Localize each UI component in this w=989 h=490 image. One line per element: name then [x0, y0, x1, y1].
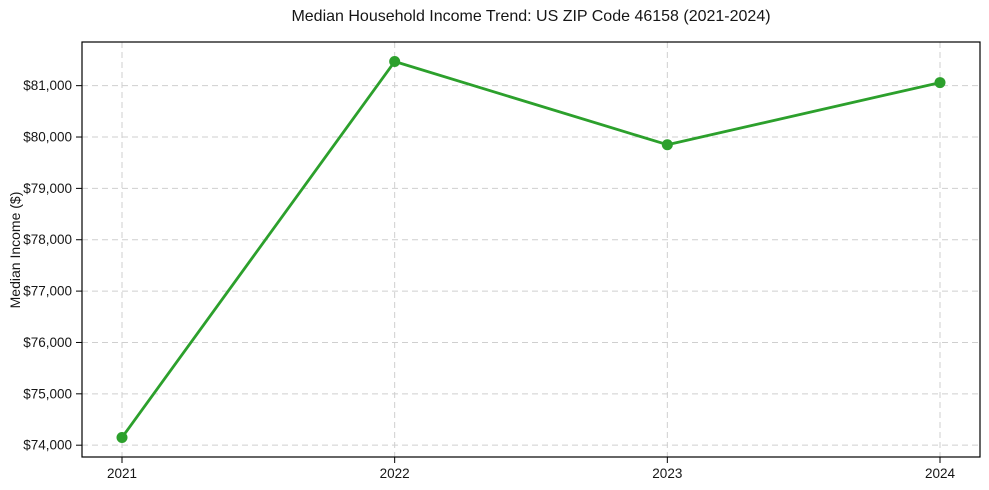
- y-tick-label: $77,000: [23, 284, 72, 299]
- data-point-2021: [116, 431, 128, 443]
- data-point-2024: [934, 77, 946, 89]
- x-tick-label: 2021: [107, 466, 137, 481]
- data-point-2023: [661, 139, 673, 151]
- x-tick-label: 2024: [925, 466, 956, 481]
- y-tick-label: $78,000: [23, 232, 72, 247]
- data-point-2022: [389, 56, 401, 68]
- plot-box: [81, 41, 981, 458]
- y-tick-label: $76,000: [23, 335, 72, 350]
- y-tick-label: $80,000: [23, 130, 72, 145]
- y-tick-label: $75,000: [23, 386, 72, 401]
- y-tick-label: $74,000: [23, 438, 72, 453]
- x-tick-label: 2023: [652, 466, 682, 481]
- y-tick-label: $79,000: [23, 181, 72, 196]
- trend-line: [120, 60, 942, 439]
- x-tick-label: 2022: [380, 466, 410, 481]
- y-tick-label: $81,000: [23, 78, 72, 93]
- chart-title: Median Household Income Trend: US ZIP Co…: [291, 8, 771, 25]
